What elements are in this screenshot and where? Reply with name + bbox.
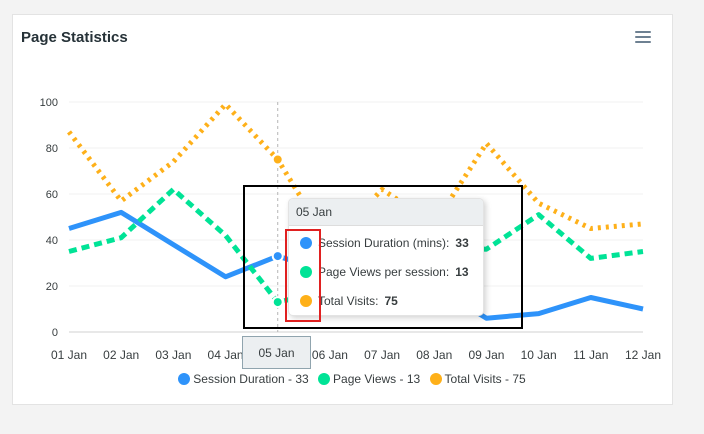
x-tick-label: 08 Jan [416, 348, 452, 362]
y-tick-label: 100 [40, 97, 58, 109]
y-tick-label: 60 [46, 189, 58, 201]
hover-marker-total-visits [271, 153, 284, 166]
legend-marker-icon [429, 372, 442, 385]
x-tick-label: 10 Jan [521, 348, 557, 362]
tooltip-value: 13 [455, 265, 469, 279]
y-tick-label: 0 [52, 327, 58, 339]
legend-label: Session Duration [193, 372, 285, 386]
tooltip-title: 05 Jan [289, 199, 483, 226]
legend-value: - 13 [396, 372, 421, 386]
tooltip-row-page-views: Page Views per session: 13 [300, 265, 469, 279]
x-tick-label: 04 Jan [208, 348, 244, 362]
x-tick-label: 11 Jan [573, 348, 608, 362]
hamburger-menu-icon[interactable] [635, 31, 651, 43]
x-tick-label: 01 Jan [51, 348, 87, 362]
y-tick-label: 80 [46, 143, 58, 155]
x-tick-label: 09 Jan [468, 348, 504, 362]
x-tick-label: 07 Jan [364, 348, 400, 362]
tooltip-row-total-visits: Total Visits: 75 [300, 294, 398, 308]
legend-label: Page Views [333, 372, 397, 386]
tooltip-value: 33 [455, 236, 469, 250]
legend-value: - 75 [501, 372, 526, 386]
tooltip-label: Page Views per session: [318, 265, 450, 279]
hover-marker-page-views [271, 296, 284, 309]
chart-tooltip: 05 Jan Session Duration (mins): 33 Page V… [288, 198, 484, 316]
hover-marker-session-duration [271, 250, 284, 263]
legend-item-total-visits[interactable]: Total Visits - 75 [429, 372, 526, 386]
legend-label: Total Visits [444, 372, 502, 386]
tooltip-row-session-duration: Session Duration (mins): 33 [300, 236, 469, 250]
x-tick-label: 03 Jan [155, 348, 191, 362]
series-line-page-views [68, 186, 644, 305]
tooltip-marker-icon [300, 265, 312, 278]
tooltip-label: Total Visits: [318, 294, 379, 308]
chart-title: Page Statistics [21, 29, 128, 46]
series-line-total-visits [67, 101, 644, 248]
chart-legend: Session Duration - 33 Page Views - 13 To… [0, 372, 704, 386]
tooltip-marker-icon [300, 236, 312, 249]
tooltip-label: Session Duration (mins): [318, 236, 450, 250]
legend-item-session-duration[interactable]: Session Duration - 33 [178, 372, 309, 386]
x-tick-label: 06 Jan [312, 348, 348, 362]
legend-marker-icon [178, 372, 191, 385]
xaxis-hover-label: 05 Jan [242, 336, 311, 369]
legend-marker-icon [318, 372, 331, 385]
legend-value: - 33 [284, 372, 309, 386]
legend-item-page-views[interactable]: Page Views - 13 [318, 372, 420, 386]
tooltip-value: 75 [384, 294, 398, 308]
tooltip-marker-icon [300, 294, 312, 307]
y-tick-label: 20 [46, 281, 58, 293]
x-tick-label: 12 Jan [625, 348, 661, 362]
x-tick-label: 02 Jan [103, 348, 139, 362]
y-tick-label: 40 [46, 235, 58, 247]
